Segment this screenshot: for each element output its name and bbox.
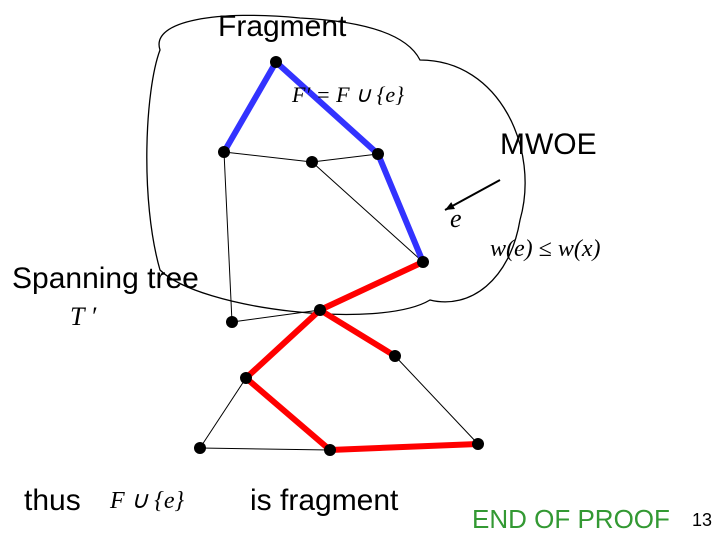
- graph-edge: [312, 162, 423, 262]
- f-union-e-label: F ∪ {e}: [110, 486, 184, 515]
- graph-edge: [224, 152, 232, 322]
- graph-edge: [395, 356, 478, 444]
- graph-node: [324, 444, 336, 456]
- graph-node: [218, 146, 230, 158]
- fragment-label: Fragment: [218, 10, 346, 44]
- end-of-proof-label: END OF PROOF: [472, 504, 670, 535]
- graph-node: [372, 148, 384, 160]
- mwoe-label: MWOE: [500, 128, 597, 162]
- graph-edge: [246, 310, 320, 378]
- graph-node: [306, 156, 318, 168]
- graph-edge: [320, 310, 395, 356]
- graph-node: [270, 56, 282, 68]
- graph-node: [226, 316, 238, 328]
- graph-edge: [224, 152, 312, 162]
- graph-edge: [330, 444, 478, 450]
- spanning-tree-label: Spanning tree: [12, 262, 199, 296]
- graph-edge: [312, 154, 378, 162]
- graph-edge: [200, 378, 246, 448]
- diagram-stage: Fragment F′ = F ∪ {e} MWOE e w(e) ≤ w(x)…: [0, 0, 720, 540]
- graph-edge: [200, 448, 330, 450]
- graph-edge: [320, 262, 423, 310]
- graph-edge: [224, 62, 276, 152]
- graph-edge: [378, 154, 423, 262]
- edge-e-label: e: [450, 204, 462, 234]
- page-number: 13: [692, 510, 712, 531]
- thus-label: thus: [24, 484, 81, 518]
- formula-f-prime: F′ = F ∪ {e}: [292, 82, 404, 108]
- is-fragment-label: is fragment: [250, 484, 398, 518]
- graph-node: [314, 304, 326, 316]
- fragment-blob: [147, 15, 525, 314]
- graph-node: [417, 256, 429, 268]
- graph-edge: [276, 62, 378, 154]
- graph-node: [194, 442, 206, 454]
- graph-node: [472, 438, 484, 450]
- t-prime-label: T ′: [70, 302, 96, 332]
- inequality-label: w(e) ≤ w(x): [490, 236, 600, 263]
- graph-node: [240, 372, 252, 384]
- graph-edge: [246, 378, 330, 450]
- graph-node: [389, 350, 401, 362]
